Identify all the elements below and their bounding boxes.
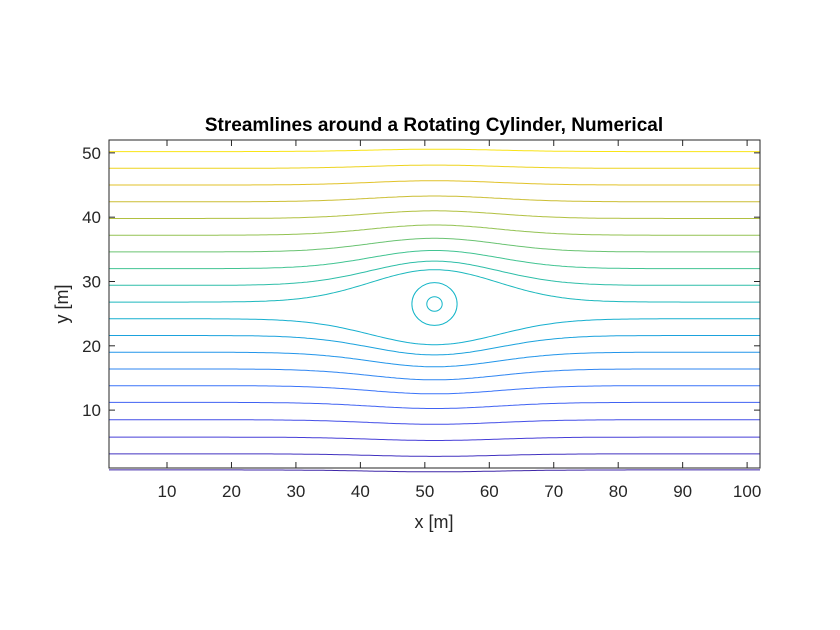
y-tick-label: 10 — [82, 401, 101, 420]
axes-box — [108, 139, 761, 469]
streamlines-group — [109, 148, 760, 473]
streamline — [109, 419, 760, 425]
y-axis-ticks: 10 20 30 40 50 — [82, 144, 760, 420]
x-tick-label: 60 — [480, 482, 499, 501]
streamline — [109, 180, 760, 186]
vortex-contour — [411, 282, 458, 326]
streamline — [109, 210, 760, 219]
streamline — [109, 250, 760, 270]
x-tick-label: 50 — [415, 482, 434, 501]
streamline — [109, 436, 760, 441]
y-tick-label: 40 — [82, 208, 101, 227]
streamline — [109, 469, 760, 473]
x-tick-label: 40 — [351, 482, 370, 501]
streamline — [109, 385, 760, 395]
x-tick-label: 90 — [673, 482, 692, 501]
x-tick-label: 30 — [286, 482, 305, 501]
streamline — [109, 368, 760, 381]
x-tick-label: 80 — [609, 482, 628, 501]
x-axis-label: x [m] — [415, 512, 454, 532]
x-tick-label: 20 — [222, 482, 241, 501]
streamline — [109, 318, 760, 346]
streamline — [109, 237, 760, 253]
y-tick-label: 20 — [82, 337, 101, 356]
x-axis-ticks: 10 20 30 40 50 60 70 80 90 100 — [158, 140, 761, 501]
y-axis-label: y [m] — [52, 285, 72, 324]
streamline — [109, 195, 760, 203]
x-tick-label: 100 — [733, 482, 761, 501]
x-tick-label: 10 — [158, 482, 177, 501]
vortex-group — [411, 282, 458, 326]
streamline — [109, 260, 760, 286]
streamline — [109, 453, 760, 457]
x-tick-label: 70 — [544, 482, 563, 501]
streamline — [109, 269, 760, 303]
chart-title: Streamlines around a Rotating Cylinder, … — [205, 115, 663, 136]
y-tick-label: 50 — [82, 144, 101, 163]
streamline — [109, 335, 760, 356]
streamline — [109, 401, 760, 409]
streamline — [109, 148, 760, 153]
streamline — [109, 351, 760, 368]
streamline — [109, 164, 760, 169]
streamline — [109, 224, 760, 236]
y-tick-label: 30 — [82, 272, 101, 291]
vortex-contour — [426, 296, 443, 312]
